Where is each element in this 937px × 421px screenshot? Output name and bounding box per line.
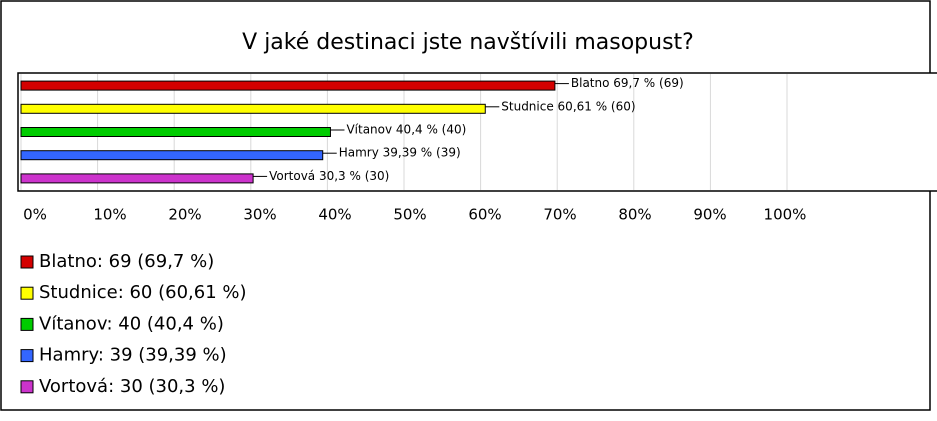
x-tick-label: 100% — [764, 206, 807, 224]
x-tick-label: 60% — [468, 206, 501, 224]
x-tick-label: 70% — [543, 206, 576, 224]
legend-label: Hamry: 39 (39,39 %) — [39, 345, 227, 366]
legend-swatch — [20, 380, 34, 394]
legend-label: Vítanov: 40 (40,4 %) — [39, 313, 224, 334]
x-tick-label: 30% — [243, 206, 276, 224]
legend-swatch — [20, 286, 34, 300]
bar — [20, 173, 254, 184]
chart-title: V jaké destinaci jste navštívili masopus… — [242, 30, 694, 55]
x-tick-label: 80% — [618, 206, 651, 224]
bar — [20, 127, 331, 137]
bar — [20, 80, 556, 91]
legend-label: Vortová: 30 (30,3 %) — [39, 376, 225, 397]
x-tick-label: 90% — [693, 206, 726, 224]
x-tick-label: 50% — [393, 206, 426, 224]
value-label: Hamry 39,39 % (39) — [339, 146, 461, 160]
bar — [20, 103, 486, 114]
value-label: Vortová 30,3 % (30) — [269, 169, 389, 183]
x-tick-label: 0% — [23, 206, 47, 224]
bar — [20, 150, 324, 161]
legend-swatch — [20, 317, 34, 331]
legend-label: Blatno: 69 (69,7 %) — [39, 251, 214, 272]
frame — [0, 0, 931, 411]
legend-swatch — [20, 255, 34, 269]
value-label: Blatno 69,7 % (69) — [571, 76, 684, 90]
legend-swatch — [20, 349, 34, 363]
x-tick-label: 20% — [168, 206, 201, 224]
x-tick-label: 10% — [93, 206, 126, 224]
legend-label: Studnice: 60 (60,61 %) — [39, 282, 247, 303]
value-label: Vítanov 40,4 % (40) — [346, 123, 466, 137]
x-tick-label: 40% — [318, 206, 351, 224]
value-label: Studnice 60,61 % (60) — [501, 99, 635, 113]
